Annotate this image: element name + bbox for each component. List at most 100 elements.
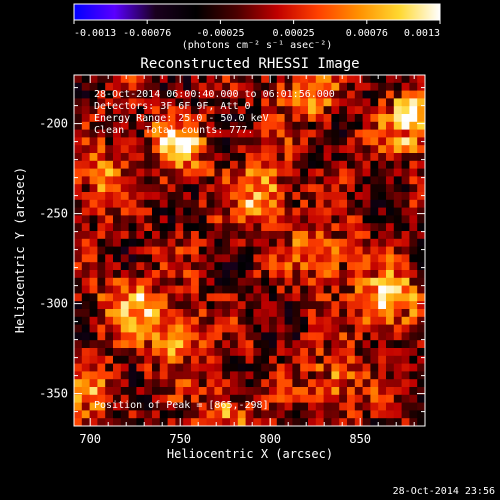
heatmap-cell <box>81 82 90 91</box>
heatmap-cell <box>167 129 176 138</box>
heatmap-cell <box>230 410 239 419</box>
heatmap-cell <box>339 137 348 146</box>
heatmap-cell <box>331 238 340 247</box>
heatmap-cell <box>81 270 90 279</box>
heatmap-cell <box>354 160 363 169</box>
heatmap-cell <box>300 106 309 115</box>
heatmap-cell <box>214 192 223 201</box>
heatmap-cell <box>409 293 418 302</box>
heatmap-cell <box>136 176 145 185</box>
heatmap-cell <box>144 324 153 333</box>
heatmap-cell <box>144 90 153 99</box>
heatmap-cell <box>370 199 379 208</box>
heatmap-cell <box>198 309 207 318</box>
heatmap-cell <box>269 309 278 318</box>
heatmap-cell <box>253 348 262 357</box>
heatmap-cell <box>97 223 106 232</box>
heatmap-cell <box>253 262 262 271</box>
heatmap-cell <box>276 371 285 380</box>
heatmap-cell <box>300 348 309 357</box>
heatmap-cell <box>159 176 168 185</box>
heatmap-cell <box>144 254 153 263</box>
heatmap-cell <box>370 379 379 388</box>
heatmap-cell <box>354 246 363 255</box>
heatmap-cell <box>81 137 90 146</box>
energy-range-text: Energy Range: 25.0 - 50.0 keV <box>94 113 269 124</box>
heatmap-cell <box>409 192 418 201</box>
heatmap-cell <box>269 387 278 396</box>
heatmap-cell <box>97 293 106 302</box>
heatmap-cell <box>370 270 379 279</box>
heatmap-cell <box>74 168 83 177</box>
heatmap-cell <box>393 98 402 107</box>
heatmap-cell <box>409 379 418 388</box>
heatmap-cell <box>323 394 332 403</box>
heatmap-cell <box>323 387 332 396</box>
heatmap-cell <box>144 402 153 411</box>
heatmap-cell <box>136 238 145 247</box>
heatmap-cell <box>222 238 231 247</box>
heatmap-cell <box>409 394 418 403</box>
heatmap-cell <box>362 90 371 99</box>
heatmap-cell <box>120 410 129 419</box>
heatmap-cell <box>152 262 161 271</box>
heatmap-cell <box>409 387 418 396</box>
heatmap-cell <box>105 160 114 169</box>
heatmap-cell <box>152 184 161 193</box>
heatmap-cell <box>245 324 254 333</box>
heatmap-cell <box>354 199 363 208</box>
heatmap-cell <box>97 316 106 325</box>
heatmap-cell <box>354 176 363 185</box>
heatmap-cell <box>191 145 200 154</box>
heatmap-cell <box>323 371 332 380</box>
heatmap-cell <box>276 379 285 388</box>
heatmap-cell <box>237 176 246 185</box>
heatmap-cell <box>362 168 371 177</box>
heatmap-cell <box>339 324 348 333</box>
heatmap-cell <box>386 371 395 380</box>
heatmap-cell <box>222 246 231 255</box>
heatmap-cell <box>198 176 207 185</box>
heatmap-cell <box>89 246 98 255</box>
heatmap-cell <box>89 114 98 123</box>
heatmap-cell <box>128 231 137 240</box>
heatmap-cell <box>97 238 106 247</box>
heatmap-cell <box>354 75 363 84</box>
heatmap-cell <box>276 277 285 286</box>
heatmap-cell <box>159 137 168 146</box>
heatmap-cell <box>378 418 387 426</box>
heatmap-cell <box>261 215 270 224</box>
heatmap-cell <box>409 90 418 99</box>
heatmap-cell <box>284 309 293 318</box>
heatmap-cell <box>393 293 402 302</box>
heatmap-cell <box>362 199 371 208</box>
heatmap-cell <box>198 379 207 388</box>
heatmap-cell <box>378 379 387 388</box>
heatmap-cell <box>230 137 239 146</box>
heatmap-cell <box>401 199 410 208</box>
heatmap-cell <box>339 168 348 177</box>
heatmap-cell <box>354 184 363 193</box>
heatmap-cell <box>378 324 387 333</box>
heatmap-cell <box>128 114 137 123</box>
heatmap-cell <box>214 254 223 263</box>
heatmap-cell <box>393 254 402 263</box>
heatmap-cell <box>230 363 239 372</box>
heatmap-cell <box>401 316 410 325</box>
heatmap-cell <box>183 98 192 107</box>
heatmap-cell <box>97 324 106 333</box>
heatmap-cell <box>386 238 395 247</box>
heatmap-cell <box>354 106 363 115</box>
heatmap-cell <box>269 246 278 255</box>
heatmap-cell <box>175 168 184 177</box>
heatmap-cell <box>347 145 356 154</box>
heatmap-cell <box>323 145 332 154</box>
heatmap-cell <box>237 270 246 279</box>
heatmap-cell <box>315 277 324 286</box>
heatmap-cell <box>300 231 309 240</box>
heatmap-cell <box>120 199 129 208</box>
heatmap-cell <box>276 355 285 364</box>
heatmap-cell <box>167 168 176 177</box>
heatmap-cell <box>339 418 348 426</box>
heatmap-cell <box>191 316 200 325</box>
